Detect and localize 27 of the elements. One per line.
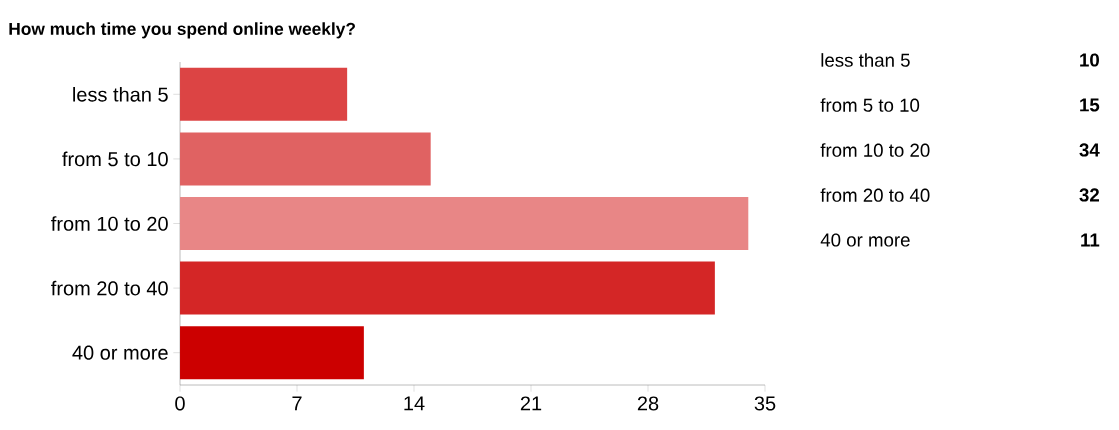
category-label: from 10 to 20 xyxy=(820,143,930,157)
data-label: 10 xyxy=(1080,53,1099,67)
x-tick-label: 0 xyxy=(175,396,185,411)
data-label: 34 xyxy=(1079,143,1100,157)
x-tick-label: 7 xyxy=(292,396,302,411)
data-label: 15 xyxy=(1080,98,1100,112)
x-tick-label: 35 xyxy=(754,396,776,411)
category-label: from 5 to 10 xyxy=(820,98,920,112)
y-tick-label: 40 or more xyxy=(72,345,168,360)
bar xyxy=(180,197,749,250)
category-label: less than 5 xyxy=(821,53,910,67)
y-tick-label: less than 5 xyxy=(73,86,168,102)
data-label: 32 xyxy=(1079,188,1099,202)
y-tick-label: from 10 to 20 xyxy=(51,216,168,231)
bar xyxy=(180,132,431,186)
bar xyxy=(180,67,348,121)
y-tick-label: from 20 to 40 xyxy=(51,280,168,296)
category-label: 40 or more xyxy=(820,233,910,247)
x-tick-label: 28 xyxy=(637,396,659,411)
bar xyxy=(180,326,364,380)
x-tick-label: 14 xyxy=(404,396,425,411)
x-tick-label: 21 xyxy=(520,396,542,411)
category-label: from 20 to 40 xyxy=(820,188,930,202)
data-label: 11 xyxy=(1081,233,1100,247)
y-tick-label: from 5 to 10 xyxy=(62,151,168,167)
chart-title: How much time you spend online weekly? xyxy=(9,22,355,39)
bar xyxy=(180,261,715,315)
